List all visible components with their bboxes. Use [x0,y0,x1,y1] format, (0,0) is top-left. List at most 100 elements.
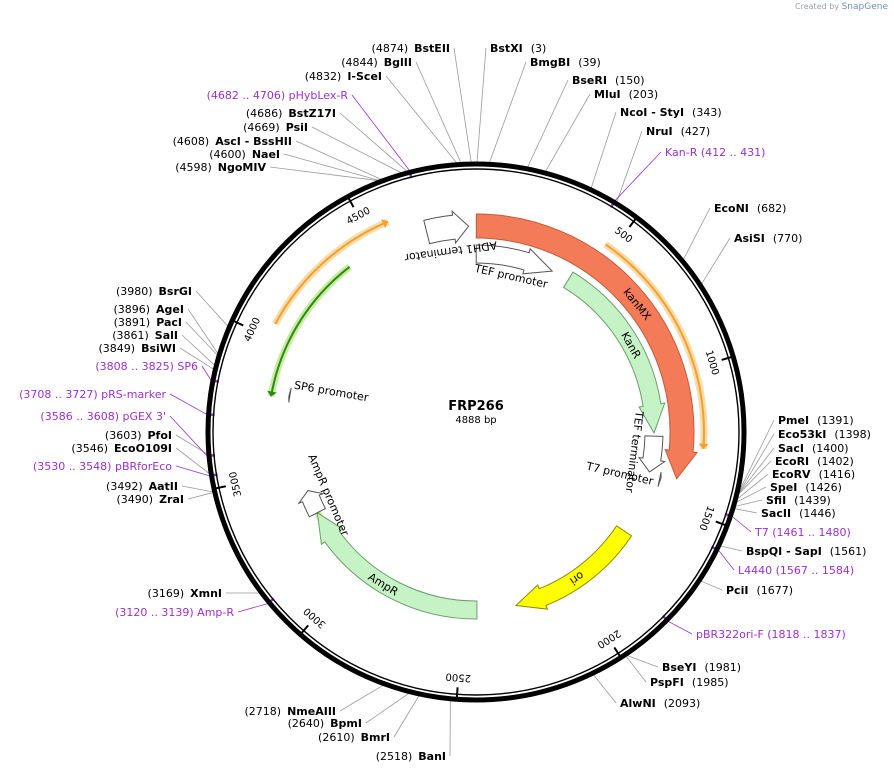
site-bpmi[interactable]: BpmI (2640) [288,717,362,730]
site-bmgbi[interactable]: BmgBI (39) [530,56,601,69]
primer-label[interactable]: L4440 (1567 .. 1584) [738,564,854,577]
site-name: PfoI [148,429,173,442]
site-pspfi[interactable]: PspFI (1985) [650,676,728,689]
primer-label[interactable]: pBR322ori-F (1818 .. 1837) [696,628,846,641]
feature-kanr[interactable] [562,271,666,435]
site-name: BseRI [572,74,607,87]
site-leader-line [616,130,643,202]
labels-layer: BstEII (4874)BglII (4844)I-SceI (4832) BstXI… [19,42,871,763]
site-position: (3891) [114,316,151,329]
site-paci[interactable]: PacI (3891) [114,316,182,329]
small-arrow-t7-promoter[interactable] [657,471,662,487]
primer-label[interactable]: (3530 .. 3548) pBRforEco [33,460,172,473]
feature-ampr-promoter[interactable] [297,490,327,518]
site-position: (150) [615,74,645,87]
site-naei[interactable]: NaeI (4600) [209,148,280,161]
tick-label: 4000 [242,316,263,344]
site-nmeaiii[interactable]: NmeAIII (2718) [245,705,337,718]
feature-tef-promoter[interactable] [475,244,554,275]
site-bspqi-sapi[interactable]: BspQI - SapI (1561) [746,545,866,558]
site-i-scei[interactable]: I-SceI (4832) [305,70,382,83]
site-bstz17i[interactable]: BstZ17I (4686) [246,107,336,120]
site-position: (1677) [756,584,793,597]
site-spei[interactable]: SpeI (1426) [770,481,842,494]
site-position: (3490) [117,493,154,506]
site-xmni[interactable]: XmnI (3169) [148,587,222,600]
site-alwni[interactable]: AlwNI (2093) [620,697,700,710]
primer-label[interactable]: Kan-R (412 .. 431) [665,146,765,159]
feature-tef-terminator[interactable] [637,435,667,473]
site-agei[interactable]: AgeI (3896) [113,303,184,316]
snapgene-credit: Created by SnapGene [795,2,888,12]
site-ecoo109i[interactable]: EcoO109I (3546) [71,442,172,455]
site-bsiwi[interactable]: BsiWI (3849) [98,342,176,355]
site-asisi[interactable]: AsiSI (770) [734,232,802,245]
primer-label[interactable]: (4682 .. 4706) pHybLex-R [207,89,349,102]
site-sfii[interactable]: SfiI (1439) [766,494,831,507]
site-bsteii[interactable]: BstEII (4874) [372,42,450,55]
site-ecori[interactable]: EcoRI (1402) [775,455,854,468]
primer-leader-line [614,151,662,201]
credit-prefix: Created by [795,2,840,11]
tick-label: 1500 [696,504,715,532]
site-pcii[interactable]: PciI (1677) [726,584,793,597]
primer-label[interactable]: (3586 .. 3608) pGEX 3' [40,410,166,423]
site-zrai[interactable]: ZraI (3490) [117,493,185,506]
primer-label[interactable]: (3708 .. 3727) pRS-marker [19,388,166,401]
tick-label: 4500 [345,205,373,227]
site-ncoi-styi[interactable]: NcoI - StyI (343) [620,106,722,119]
site-position: (3980) [116,285,153,298]
site-leader-line [590,111,617,188]
primer-label[interactable]: T7 (1461 .. 1480) [754,526,851,539]
site-bseyi[interactable]: BseYI (1981) [662,661,741,674]
site-leader-line [625,656,647,683]
site-leader-line [738,433,775,493]
feature-adh1-terminator[interactable] [423,210,470,245]
site-name: PsiI [286,121,308,134]
site-leader-line [739,419,775,491]
site-position: (3) [531,42,547,55]
site-pmei[interactable]: PmeI (1391) [778,414,854,427]
tick-mark [347,197,355,208]
primer-leader-line [668,621,693,635]
site-econi[interactable]: EcoNI (682) [714,202,786,215]
site-bsrgi[interactable]: BsrGI (3980) [116,285,192,298]
site-ecorv[interactable]: EcoRV (1416) [772,468,855,481]
site-sali[interactable]: SalI (3861) [112,329,178,342]
primer-label[interactable]: (3808 .. 3825) SP6 [95,360,198,373]
site-name: NgoMIV [218,161,267,174]
primer-label[interactable]: (3120 .. 3139) Amp-R [115,606,234,619]
site-bmri[interactable]: BmrI (2610) [318,731,390,744]
site-bani[interactable]: BanI (2518) [376,750,446,763]
site-sacii[interactable]: SacII (1446) [761,507,836,520]
site-name: PmeI [778,414,809,427]
site-leader-line [700,580,723,591]
site-bseri[interactable]: BseRI (150) [572,74,645,87]
tick-label: 500 [612,225,634,245]
site-psii[interactable]: PsiI (4669) [243,121,308,134]
site-position: (3546) [71,442,108,455]
site-bglii[interactable]: BglII (4844) [341,56,412,69]
site-eco53ki[interactable]: Eco53kI (1398) [778,428,871,441]
site-bstxi[interactable]: BstXI (3) [490,42,546,55]
tick-mark [455,687,459,698]
site-leader-line [593,674,617,704]
site-saci[interactable]: SacI (1400) [778,442,849,455]
site-leader-line [476,47,487,163]
site-nrui[interactable]: NruI (427) [646,125,710,138]
site-leader-line [453,47,472,163]
site-mlui[interactable]: MluI (203) [594,88,658,101]
small-arrow-sp6-promoter[interactable] [288,387,292,403]
tick-mark [233,320,244,327]
primer-leader-line [718,550,735,571]
site-aatii[interactable]: AatII (3492) [106,480,178,493]
feature-ori[interactable] [514,525,633,610]
site-asci-bsshii[interactable]: AscI - BssHII (4608) [173,135,292,148]
site-pfoi[interactable]: PfoI (3603) [105,429,172,442]
site-position: (2718) [245,705,282,718]
site-leader-line [179,347,214,370]
feature-kanmx[interactable] [475,213,699,480]
site-ngomiv[interactable]: NgoMIV (4598) [175,161,266,174]
site-name: AsiSI [734,232,765,245]
